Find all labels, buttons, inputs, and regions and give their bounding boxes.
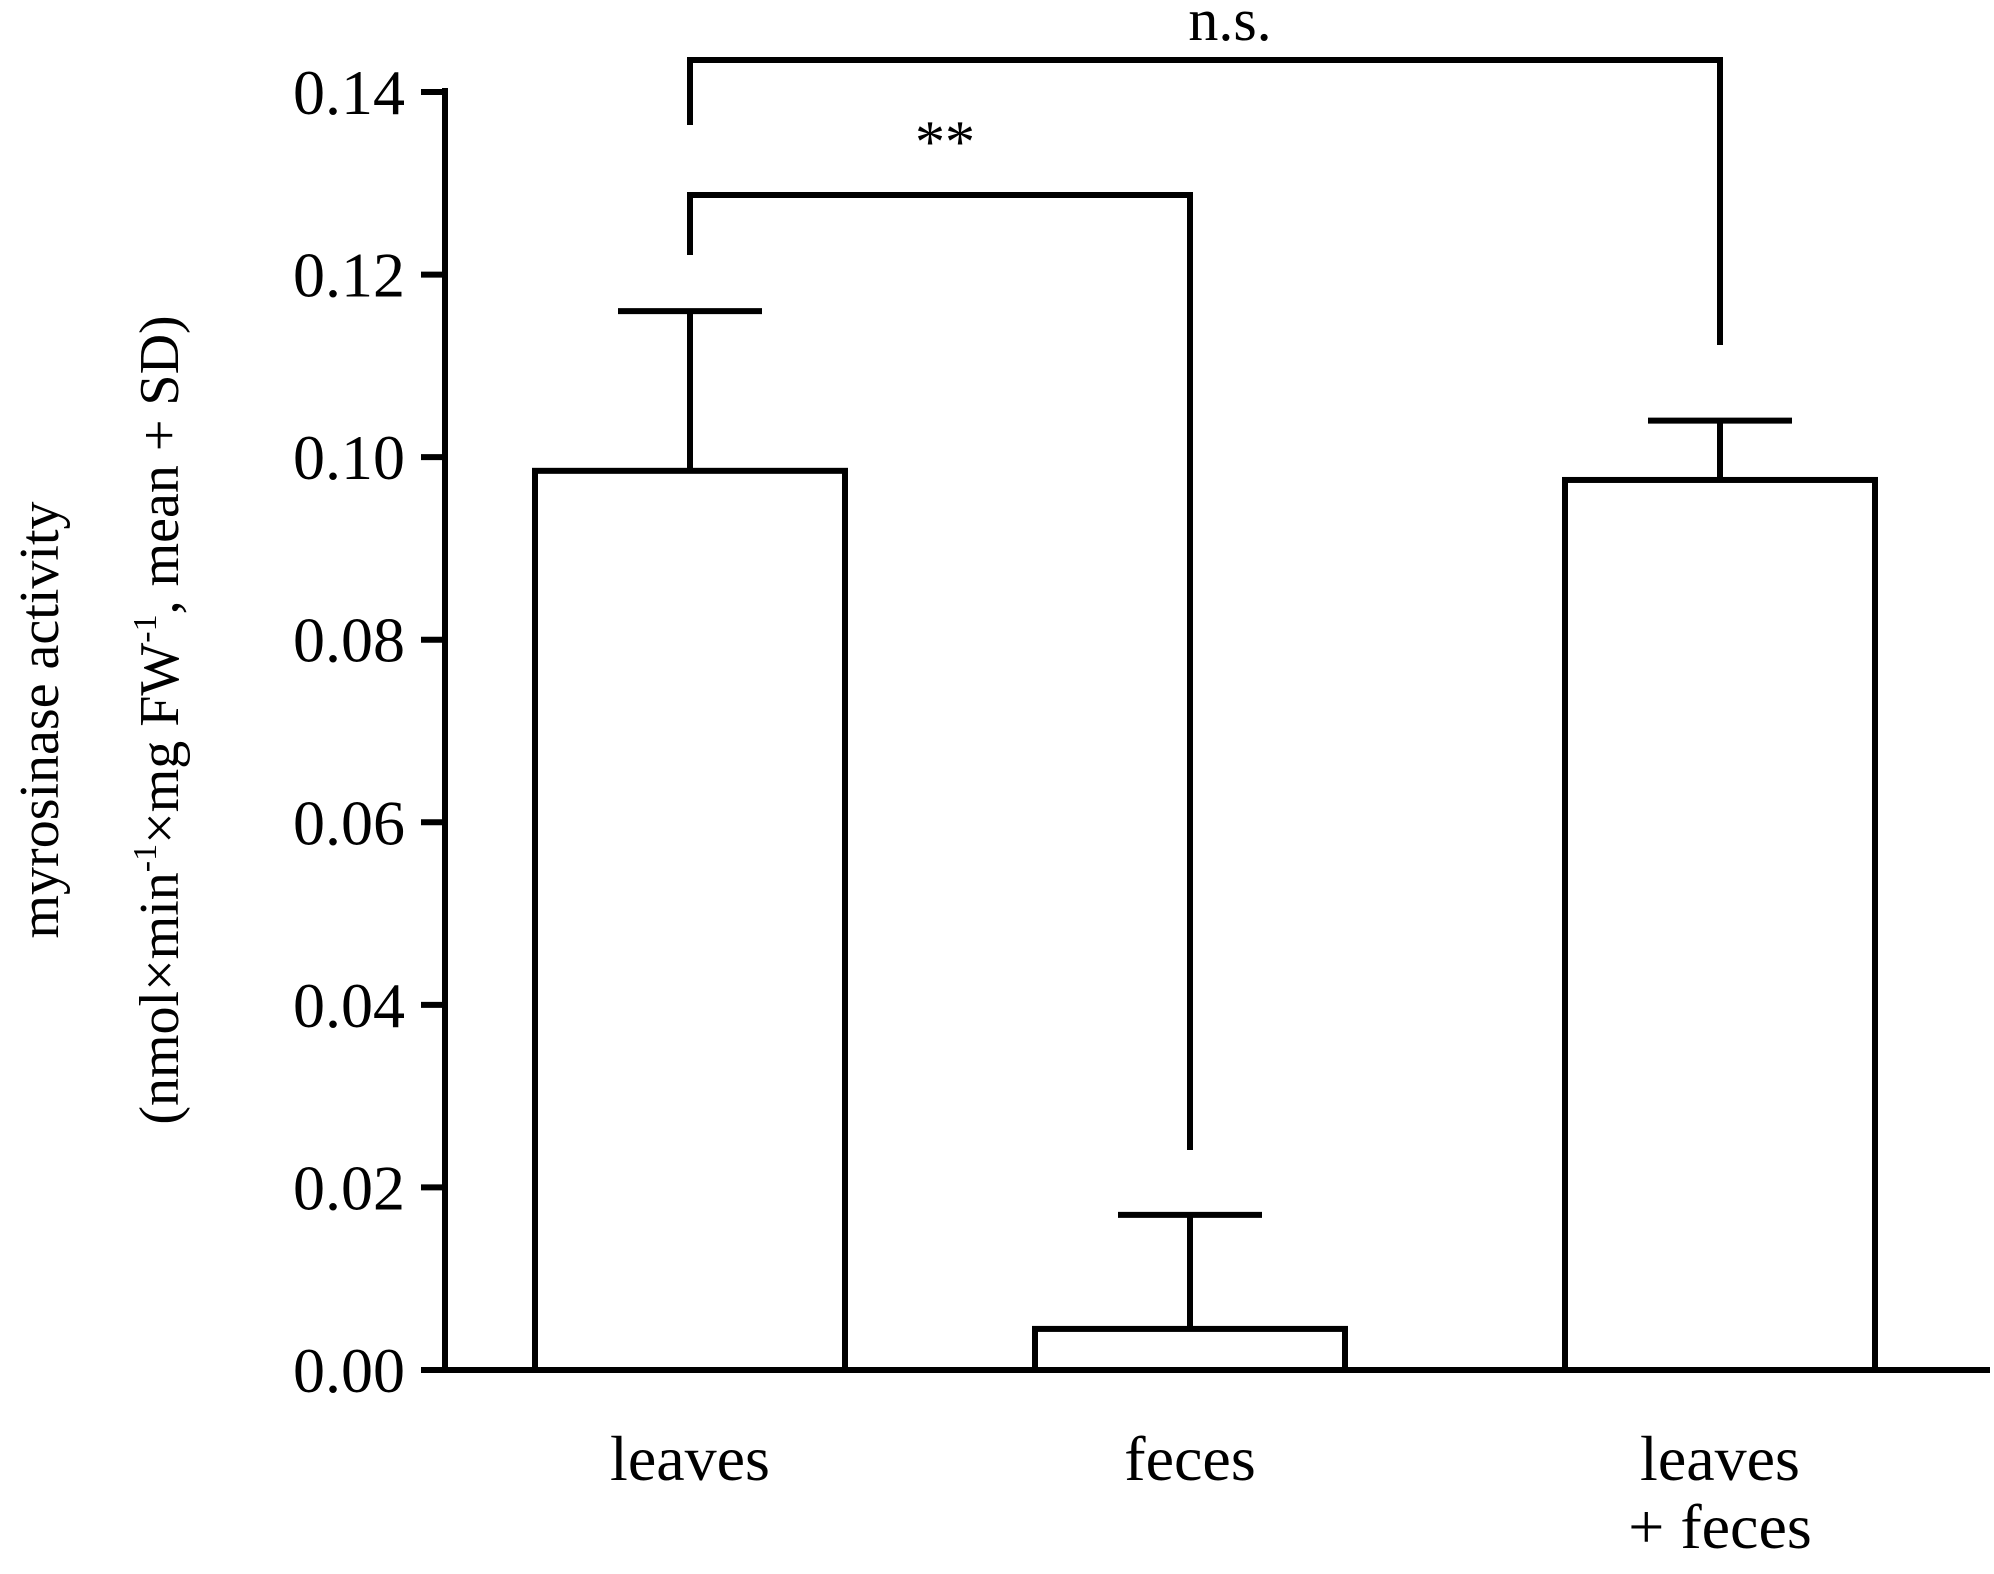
label-part: (nmol×min xyxy=(129,872,191,1124)
x-category-label: + feces xyxy=(1628,1491,1812,1562)
bars xyxy=(532,467,1878,1374)
y-tick-label: 0.10 xyxy=(293,422,405,493)
x-category-label: leaves xyxy=(610,1423,770,1494)
x-category-label: leaves xyxy=(1640,1423,1800,1494)
x-axis: leaves feces leaves+ feces xyxy=(445,1367,1990,1562)
significance-brackets: n.s. ** xyxy=(687,0,1723,1150)
y-tick-label: 0.04 xyxy=(293,970,405,1041)
significance-label: ** xyxy=(915,109,975,175)
y-tick-label: 0.14 xyxy=(293,57,405,128)
y-tick-label: 0.12 xyxy=(293,240,405,311)
bar xyxy=(532,467,848,1374)
significance-label: n.s. xyxy=(1188,0,1271,53)
y-tick-label: 0.06 xyxy=(293,787,405,858)
bar xyxy=(1562,476,1878,1373)
y-tick-label: 0.08 xyxy=(293,605,405,676)
x-category-label: feces xyxy=(1124,1423,1255,1494)
y-axis: 0.00 0.02 0.04 0.06 0.08 0.10 0.12 0.14 xyxy=(293,57,448,1406)
bar xyxy=(1032,1325,1348,1373)
y-axis-label-line1: myrosinase activity xyxy=(9,501,71,938)
y-axis-title: myrosinase activity(nmol×min-1×mg FW-1, … xyxy=(9,315,191,1124)
y-tick-label: 0.00 xyxy=(293,1335,405,1406)
label-part: , mean + SD) xyxy=(129,315,191,614)
superscript: -1 xyxy=(127,844,164,872)
y-axis-label-line2: (nmol×min-1×mg FW-1, mean + SD) xyxy=(127,315,191,1124)
superscript: -1 xyxy=(127,614,164,642)
error-bars xyxy=(618,308,1792,1329)
label-part: ×mg FW xyxy=(129,643,191,844)
y-tick-label: 0.02 xyxy=(293,1152,405,1223)
